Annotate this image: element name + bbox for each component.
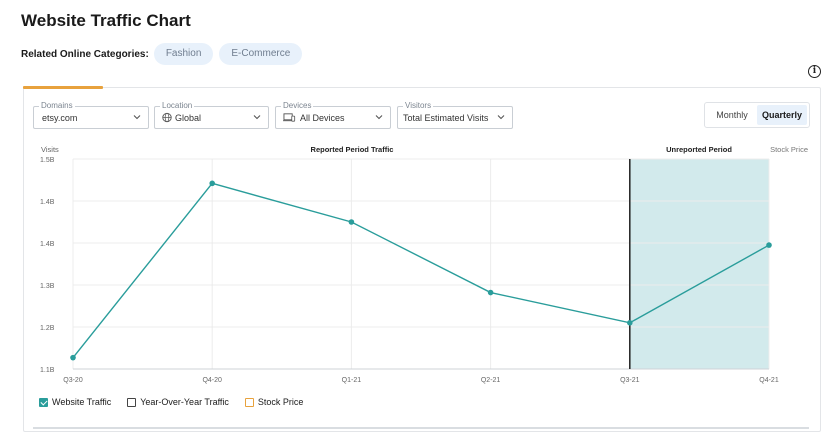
visitors-select[interactable]: Visitors Total Estimated Visits bbox=[397, 101, 513, 129]
legend-stock-price[interactable]: Stock Price bbox=[244, 397, 304, 407]
yoy-traffic-checkbox[interactable] bbox=[127, 397, 137, 407]
y-tick-label: 1.4B bbox=[40, 241, 55, 248]
reported-period-label: Reported Period Traffic bbox=[311, 145, 394, 154]
chevron-down-icon bbox=[497, 115, 505, 120]
legend-yoy-traffic[interactable]: Year-Over-Year Traffic bbox=[127, 397, 229, 407]
info-icon[interactable]: i bbox=[808, 65, 821, 78]
x-tick-label: Q1-21 bbox=[342, 377, 362, 384]
devices-icon bbox=[283, 113, 296, 122]
data-point[interactable] bbox=[627, 320, 633, 326]
data-point[interactable] bbox=[70, 354, 76, 361]
devices-label: Devices bbox=[281, 101, 314, 110]
globe-icon bbox=[162, 112, 172, 123]
unreported-period-band bbox=[629, 159, 769, 369]
quarterly-toggle-button[interactable]: Quarterly bbox=[757, 105, 807, 125]
y-tick-label: 1.5B bbox=[40, 157, 55, 164]
related-categories: Related Online Categories: Fashion E-Com… bbox=[21, 43, 308, 65]
location-label: Location bbox=[160, 101, 195, 110]
period-toggle: Monthly Quarterly bbox=[704, 102, 810, 128]
chevron-down-icon bbox=[253, 115, 261, 120]
monthly-toggle-button[interactable]: Monthly bbox=[716, 110, 748, 120]
panel-bottom-divider bbox=[33, 427, 809, 429]
visitors-value: Total Estimated Visits bbox=[403, 113, 489, 123]
y-tick-label: 1.4B bbox=[40, 199, 55, 206]
y-axis-label: Visits bbox=[41, 145, 59, 154]
website-traffic-line bbox=[72, 182, 770, 359]
devices-select[interactable]: Devices All Devices bbox=[275, 101, 391, 129]
location-value: Global bbox=[175, 113, 202, 123]
categories-label: Related Online Categories: bbox=[21, 48, 149, 60]
x-tick-label: Q4-21 bbox=[759, 377, 779, 384]
y-tick-label: 1.1B bbox=[40, 367, 55, 374]
x-tick-label: Q3-20 bbox=[63, 377, 83, 384]
unreported-period-label: Unreported Period bbox=[666, 145, 732, 154]
location-select[interactable]: Location Global bbox=[154, 101, 269, 129]
x-tick-label: Q4-20 bbox=[202, 377, 222, 384]
page-title: Website Traffic Chart bbox=[21, 11, 191, 30]
chart-legend: Website Traffic Year-Over-Year Traffic S… bbox=[39, 397, 319, 407]
y-tick-label: 1.3B bbox=[40, 283, 55, 290]
category-chip-fashion[interactable]: Fashion bbox=[153, 43, 214, 65]
x-tick-label: Q3-21 bbox=[620, 377, 640, 384]
website-traffic-checkbox[interactable] bbox=[39, 397, 48, 407]
data-point[interactable] bbox=[348, 219, 355, 225]
data-point[interactable] bbox=[209, 180, 215, 187]
panel-tab-indicator bbox=[23, 86, 103, 89]
chevron-down-icon bbox=[375, 115, 383, 120]
data-point[interactable] bbox=[487, 289, 494, 296]
devices-value: All Devices bbox=[300, 113, 345, 123]
domains-value: etsy.com bbox=[42, 113, 78, 123]
x-tick-label: Q2-21 bbox=[481, 377, 501, 384]
visitors-label: Visitors bbox=[403, 101, 434, 110]
domains-label: Domains bbox=[39, 101, 75, 110]
data-point[interactable] bbox=[766, 242, 772, 248]
category-chip-ecommerce[interactable]: E-Commerce bbox=[219, 43, 303, 65]
domains-select[interactable]: Domains etsy.com bbox=[33, 101, 149, 129]
legend-website-traffic-label: Website Traffic bbox=[52, 397, 112, 407]
legend-website-traffic[interactable]: Website Traffic bbox=[39, 397, 111, 407]
stock-price-axis-label: Stock Price bbox=[770, 145, 808, 154]
stock-price-checkbox[interactable] bbox=[244, 397, 254, 407]
chevron-down-icon bbox=[133, 115, 141, 120]
legend-yoy-label: Year-Over-Year Traffic bbox=[140, 397, 229, 407]
legend-stock-label: Stock Price bbox=[257, 397, 304, 407]
y-tick-label: 1.2B bbox=[40, 325, 55, 332]
